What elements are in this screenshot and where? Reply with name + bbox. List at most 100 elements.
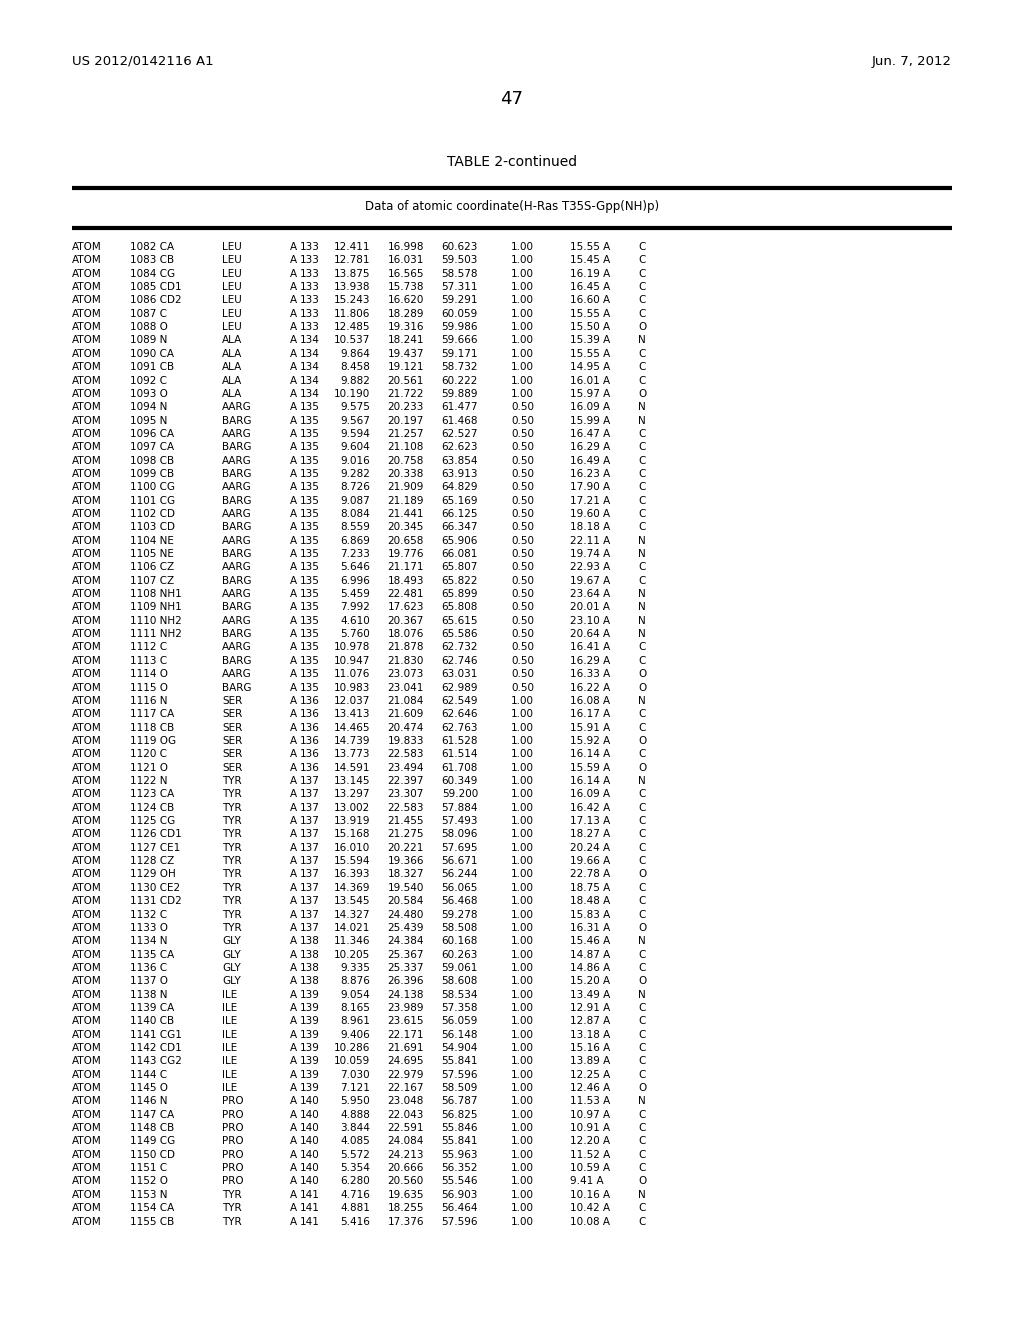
- Text: ATOM: ATOM: [72, 335, 101, 346]
- Text: 20.338: 20.338: [388, 469, 424, 479]
- Text: 1092 C: 1092 C: [130, 375, 167, 385]
- Text: 4.085: 4.085: [340, 1137, 370, 1147]
- Text: C: C: [638, 1137, 645, 1147]
- Text: 134: 134: [300, 362, 319, 372]
- Text: BARG: BARG: [222, 576, 252, 586]
- Text: 1085 CD1: 1085 CD1: [130, 282, 181, 292]
- Text: 25.367: 25.367: [387, 949, 424, 960]
- Text: 15.55 A: 15.55 A: [570, 242, 610, 252]
- Text: 62.989: 62.989: [441, 682, 478, 693]
- Text: 56.903: 56.903: [441, 1189, 478, 1200]
- Text: 17.13 A: 17.13 A: [570, 816, 610, 826]
- Text: A: A: [290, 309, 297, 318]
- Text: 24.480: 24.480: [388, 909, 424, 920]
- Text: C: C: [638, 829, 645, 840]
- Text: 140: 140: [300, 1163, 319, 1173]
- Text: AARG: AARG: [222, 482, 252, 492]
- Text: A: A: [290, 1204, 297, 1213]
- Text: 21.455: 21.455: [387, 816, 424, 826]
- Text: TYR: TYR: [222, 803, 242, 813]
- Text: 20.233: 20.233: [388, 403, 424, 412]
- Text: 18.255: 18.255: [387, 1204, 424, 1213]
- Text: 1.00: 1.00: [511, 255, 534, 265]
- Text: ATOM: ATOM: [72, 750, 101, 759]
- Text: 6.280: 6.280: [340, 1176, 370, 1187]
- Text: A: A: [290, 870, 297, 879]
- Text: 1.00: 1.00: [511, 1137, 534, 1147]
- Text: ATOM: ATOM: [72, 709, 101, 719]
- Text: 55.846: 55.846: [441, 1123, 478, 1133]
- Text: 59.986: 59.986: [441, 322, 478, 333]
- Text: A: A: [290, 1043, 297, 1053]
- Text: 59.171: 59.171: [441, 348, 478, 359]
- Text: A: A: [290, 495, 297, 506]
- Text: ILE: ILE: [222, 1082, 238, 1093]
- Text: A: A: [290, 990, 297, 999]
- Text: A: A: [290, 722, 297, 733]
- Text: 23.307: 23.307: [388, 789, 424, 800]
- Text: A: A: [290, 923, 297, 933]
- Text: N: N: [638, 589, 646, 599]
- Text: N: N: [638, 616, 646, 626]
- Text: A: A: [290, 1069, 297, 1080]
- Text: A: A: [290, 696, 297, 706]
- Text: 1108 NH1: 1108 NH1: [130, 589, 181, 599]
- Text: 1123 CA: 1123 CA: [130, 789, 174, 800]
- Text: A: A: [290, 709, 297, 719]
- Text: 61.477: 61.477: [441, 403, 478, 412]
- Text: 0.50: 0.50: [511, 549, 534, 560]
- Text: ATOM: ATOM: [72, 763, 101, 772]
- Text: 12.46 A: 12.46 A: [570, 1082, 610, 1093]
- Text: ATOM: ATOM: [72, 403, 101, 412]
- Text: C: C: [638, 269, 645, 279]
- Text: 21.909: 21.909: [388, 482, 424, 492]
- Text: 0.50: 0.50: [511, 616, 534, 626]
- Text: 55.963: 55.963: [441, 1150, 478, 1160]
- Text: PRO: PRO: [222, 1163, 244, 1173]
- Text: 16.620: 16.620: [388, 296, 424, 305]
- Text: ATOM: ATOM: [72, 682, 101, 693]
- Text: 135: 135: [300, 536, 319, 545]
- Text: TYR: TYR: [222, 896, 242, 906]
- Text: 22.93 A: 22.93 A: [570, 562, 610, 573]
- Text: C: C: [638, 1150, 645, 1160]
- Text: A: A: [290, 750, 297, 759]
- Text: 135: 135: [300, 455, 319, 466]
- Text: C: C: [638, 803, 645, 813]
- Text: O: O: [638, 669, 646, 680]
- Text: 1090 CA: 1090 CA: [130, 348, 174, 359]
- Text: 19.540: 19.540: [388, 883, 424, 892]
- Text: 1124 CB: 1124 CB: [130, 803, 174, 813]
- Text: 16.09 A: 16.09 A: [570, 789, 610, 800]
- Text: 1106 CZ: 1106 CZ: [130, 562, 174, 573]
- Text: 26.396: 26.396: [387, 977, 424, 986]
- Text: 134: 134: [300, 348, 319, 359]
- Text: A: A: [290, 322, 297, 333]
- Text: 1138 N: 1138 N: [130, 990, 168, 999]
- Text: 0.50: 0.50: [511, 576, 534, 586]
- Text: O: O: [638, 763, 646, 772]
- Text: 10.059: 10.059: [334, 1056, 370, 1067]
- Text: 1100 CG: 1100 CG: [130, 482, 175, 492]
- Text: ATOM: ATOM: [72, 442, 101, 453]
- Text: 21.257: 21.257: [387, 429, 424, 438]
- Text: A: A: [290, 803, 297, 813]
- Text: A: A: [290, 1189, 297, 1200]
- Text: US 2012/0142116 A1: US 2012/0142116 A1: [72, 55, 214, 69]
- Text: 1.00: 1.00: [511, 870, 534, 879]
- Text: C: C: [638, 842, 645, 853]
- Text: SER: SER: [222, 750, 243, 759]
- Text: 7.233: 7.233: [340, 549, 370, 560]
- Text: LEU: LEU: [222, 309, 242, 318]
- Text: ATOM: ATOM: [72, 269, 101, 279]
- Text: 16.60 A: 16.60 A: [570, 296, 610, 305]
- Text: C: C: [638, 1056, 645, 1067]
- Text: BARG: BARG: [222, 523, 252, 532]
- Text: ATOM: ATOM: [72, 923, 101, 933]
- Text: 1110 NH2: 1110 NH2: [130, 616, 181, 626]
- Text: SER: SER: [222, 696, 243, 706]
- Text: 1133 O: 1133 O: [130, 923, 168, 933]
- Text: 5.646: 5.646: [340, 562, 370, 573]
- Text: 1121 O: 1121 O: [130, 763, 168, 772]
- Text: 63.913: 63.913: [441, 469, 478, 479]
